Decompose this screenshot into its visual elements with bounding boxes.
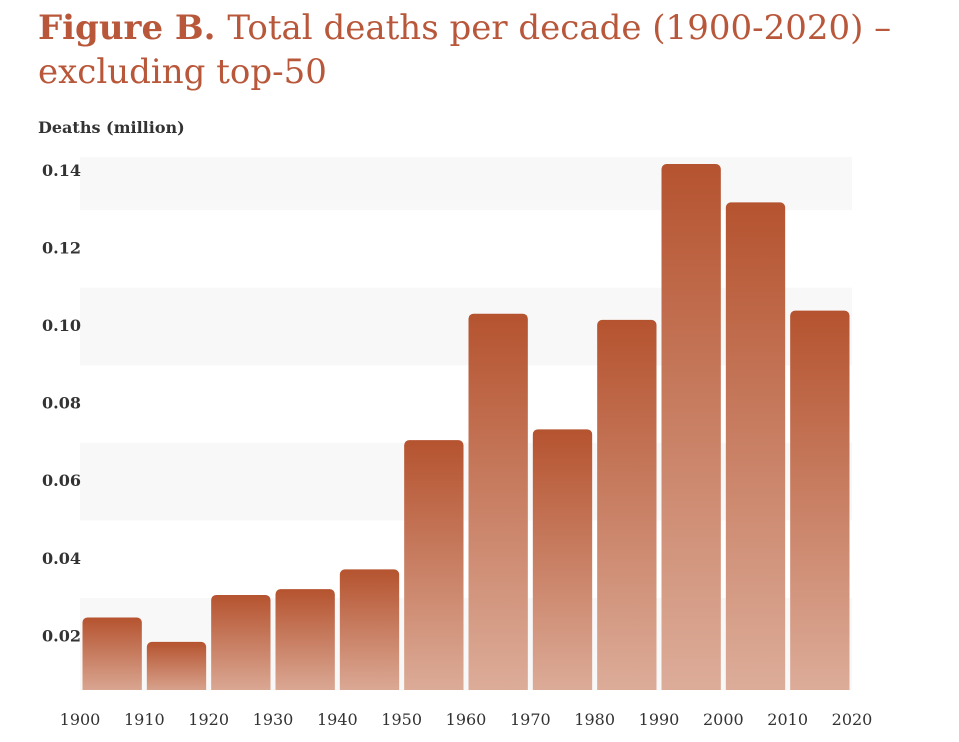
x-tick-label: 2010 [767,710,808,729]
figure-label: Figure B. [38,8,216,48]
x-tick-labels: 1900 1910 1920 1930 1940 1950 1960 1970 1980 1990… [60,710,873,729]
y-tick-label: 0.12 [42,238,81,257]
bars [82,163,850,690]
bar-1900s [82,617,142,690]
y-tick-label: 0.04 [42,549,81,568]
y-tick-label: 0.08 [42,394,81,413]
x-tick-label: 1950 [381,710,422,729]
grid-band [80,287,852,366]
bar-1970s [532,429,593,690]
bar-1950s [404,440,464,690]
bar-1910s [146,641,207,690]
y-tick-label: 0.06 [42,471,81,490]
figure-title-text: Total deaths per decade (1900-2020) – ex… [38,8,892,92]
x-tick-label: 2000 [703,710,744,729]
bar-1990s [661,163,721,690]
x-tick-label: 1960 [446,710,487,729]
bar-2010s [790,310,850,690]
grid-band [80,598,852,690]
x-tick-label: 1970 [510,710,551,729]
grid-band [80,442,852,521]
x-tick-label: 1920 [188,710,229,729]
grid-band [80,157,852,211]
y-tick-label: 0.14 [42,161,81,180]
x-tick-label: 1990 [639,710,680,729]
y-axis-title: Deaths (million) [38,118,185,137]
bar-1930s [275,589,335,690]
x-tick-label: 1940 [317,710,358,729]
y-tick-label: 0.10 [42,316,81,335]
x-tick-label: 1900 [60,710,101,729]
y-tick-labels: 0.02 0.04 0.06 0.08 0.10 0.12 0.14 [42,161,81,646]
bar-2000s [725,202,786,690]
x-tick-label: 2020 [832,710,873,729]
bar-1940s [339,569,400,690]
x-tick-label: 1930 [253,710,294,729]
bar-1920s [211,594,271,690]
y-tick-label: 0.02 [42,626,81,645]
bar-1960s [468,313,528,690]
grid-bands [80,157,852,690]
bar-1980s [597,319,657,690]
x-tick-label: 1910 [124,710,165,729]
x-tick-label: 1980 [574,710,615,729]
chart-title: Figure B. Total deaths per decade (1900-… [38,6,918,94]
